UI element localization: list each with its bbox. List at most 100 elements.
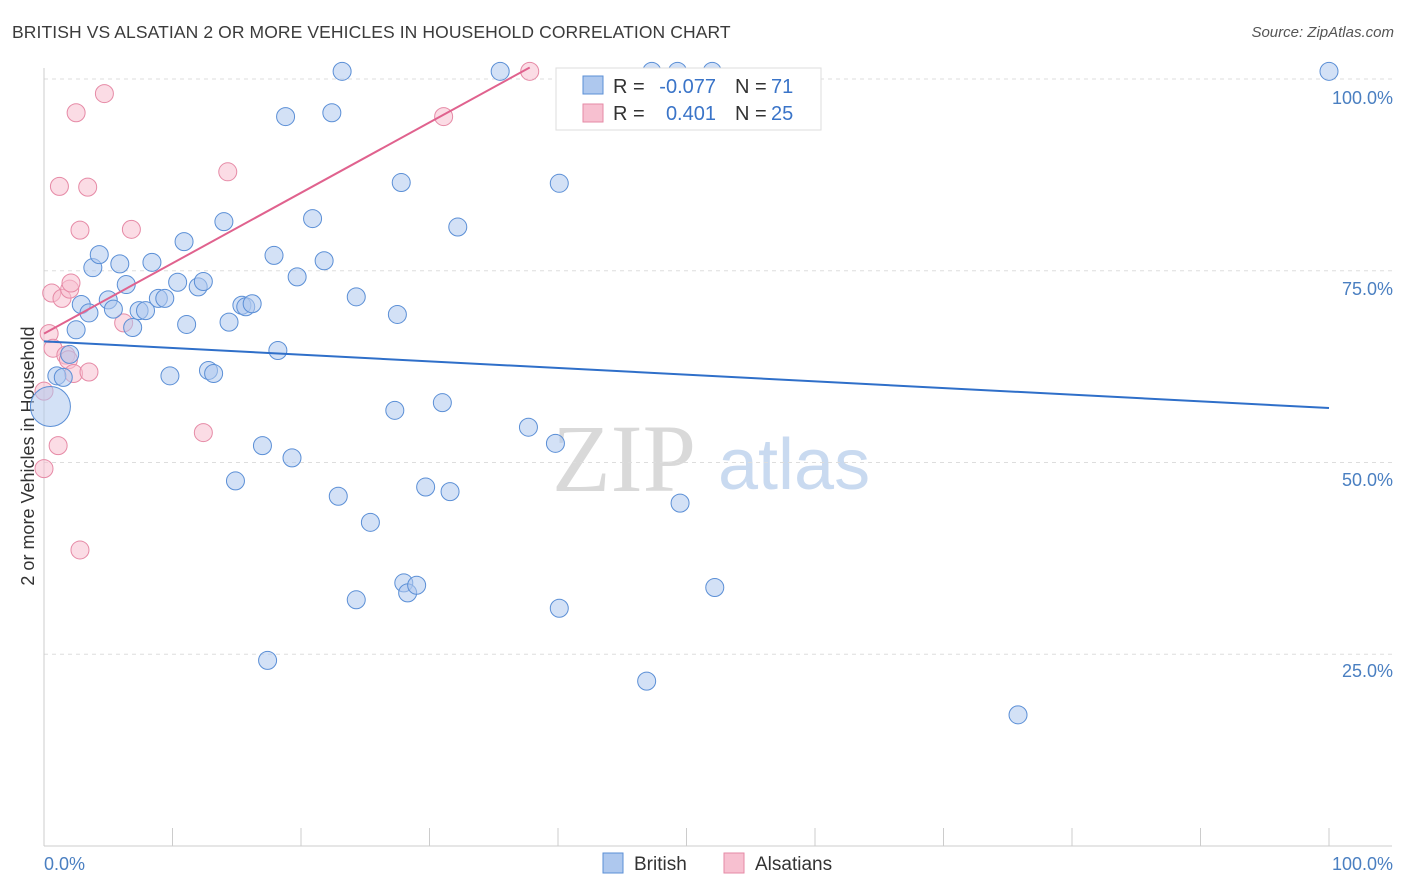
alsatian-point-6	[49, 176, 69, 196]
british-point-60	[545, 433, 565, 453]
alsatian-point-13	[66, 103, 86, 123]
british-point-10	[103, 299, 123, 319]
alsatian-point-5	[48, 436, 68, 456]
british-series	[29, 61, 1339, 725]
alsatian-trend-line	[43, 66, 531, 335]
legend-label-alsatians: Alsatians	[755, 854, 832, 875]
british-point-21	[174, 232, 194, 252]
y-tick-label-75: 75.0%	[1342, 279, 1393, 299]
british-point-41	[314, 251, 334, 271]
british-point-50	[391, 173, 411, 193]
british-point-20	[168, 272, 188, 292]
alsatian-point-11	[61, 273, 81, 293]
british-point-0	[29, 386, 71, 428]
watermark-atlas: atlas	[718, 425, 870, 505]
british-point-19	[160, 366, 180, 386]
alsatian-point-16	[78, 177, 98, 197]
legend-label-british: British	[634, 854, 687, 875]
chart-source: Source: ZipAtlas.com	[1251, 24, 1394, 41]
british-point-13	[123, 318, 143, 338]
stats-legend-r-label: R =	[613, 76, 645, 98]
stats-legend-swatch-british	[582, 75, 604, 95]
y-axis-title: 2 or more Vehicles in Household	[18, 326, 38, 585]
british-point-3	[60, 344, 80, 364]
british-point-34	[258, 650, 278, 670]
x-axis-ticks	[172, 828, 1330, 846]
bottom-legend: British Alsatians	[602, 852, 832, 875]
y-tick-label-50: 50.0%	[1342, 470, 1393, 490]
british-point-47	[360, 512, 380, 532]
british-point-70	[1319, 61, 1339, 81]
british-point-53	[407, 575, 427, 595]
british-point-11	[110, 254, 130, 274]
x-tick-label-min: 0.0%	[44, 854, 85, 874]
british-point-66	[670, 493, 690, 513]
british-point-8	[89, 245, 109, 265]
british-point-38	[282, 448, 302, 468]
british-point-4	[66, 320, 86, 340]
gridlines	[44, 78, 1392, 655]
alsatian-point-14	[70, 540, 90, 560]
british-point-29	[225, 471, 245, 491]
alsatian-point-22	[218, 162, 238, 182]
british-point-48	[385, 400, 405, 420]
british-point-58	[490, 61, 510, 81]
british-point-55	[432, 393, 452, 413]
british-point-59	[518, 417, 538, 437]
british-point-61	[549, 598, 569, 618]
x-tick-label-max: 100.0%	[1332, 854, 1393, 874]
british-point-2	[53, 367, 73, 387]
stats-legend: R = -0.077 N = 71 R = 0.401 N = 25	[555, 67, 822, 131]
watermark-zip: ZIP	[552, 405, 696, 512]
british-point-28	[219, 312, 239, 332]
british-point-15	[136, 301, 156, 321]
british-point-45	[346, 287, 366, 307]
stats-legend-r-label: R =	[613, 103, 645, 125]
british-point-42	[322, 103, 342, 123]
alsatian-point-15	[70, 220, 90, 240]
british-point-26	[204, 364, 224, 384]
british-point-36	[268, 341, 288, 361]
british-trend-line	[43, 340, 1330, 410]
british-point-37	[276, 107, 296, 127]
british-point-24	[193, 271, 213, 291]
british-point-49	[387, 304, 407, 324]
alsatian-point-18	[94, 84, 114, 104]
stats-legend-n-value: 71	[771, 76, 793, 98]
british-point-32	[242, 294, 262, 314]
british-point-63	[637, 671, 657, 691]
legend-swatch-british	[602, 852, 624, 874]
y-tick-label-25: 25.0%	[1342, 661, 1393, 681]
alsatian-point-21	[193, 423, 213, 443]
alsatian-point-17	[79, 362, 99, 382]
british-point-27	[214, 212, 234, 232]
british-point-33	[252, 436, 272, 456]
british-point-56	[440, 482, 460, 502]
british-point-62	[549, 173, 569, 193]
alsatian-point-20	[121, 219, 141, 239]
stats-legend-n-label: N =	[735, 103, 767, 125]
british-point-46	[346, 590, 366, 610]
british-point-40	[303, 209, 323, 229]
british-point-68	[705, 578, 725, 598]
british-point-54	[416, 477, 436, 497]
y-tick-labels: 100.0% 75.0% 50.0% 25.0%	[1332, 88, 1393, 681]
trend-lines	[43, 66, 1330, 410]
british-point-35	[264, 245, 284, 265]
british-point-57	[448, 217, 468, 237]
british-point-69	[1008, 705, 1028, 725]
stats-legend-n-label: N =	[735, 76, 767, 98]
legend-swatch-alsatians	[723, 852, 745, 874]
british-point-18	[155, 288, 175, 308]
british-point-43	[328, 486, 348, 506]
watermark: ZIP atlas	[552, 405, 870, 512]
british-point-22	[177, 314, 197, 334]
stats-legend-r-value: -0.077	[659, 76, 716, 98]
y-tick-label-100: 100.0%	[1332, 88, 1393, 108]
stats-legend-n-value: 25	[771, 103, 793, 125]
chart-title: BRITISH VS ALSATIAN 2 OR MORE VEHICLES I…	[12, 22, 731, 42]
british-point-39	[287, 267, 307, 287]
british-point-44	[332, 61, 352, 81]
alsatian-point-0	[34, 459, 54, 479]
